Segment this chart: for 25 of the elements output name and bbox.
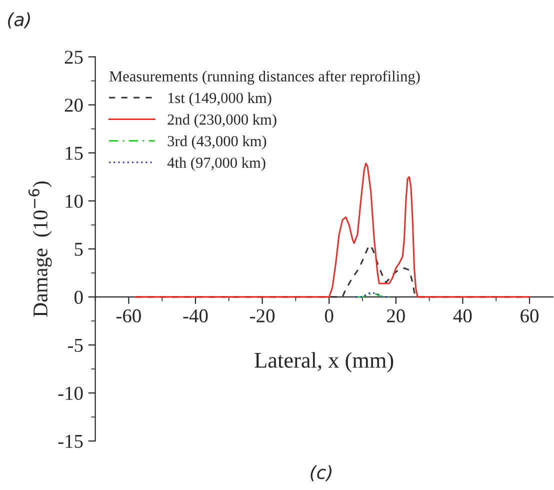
x-tick-label: -40	[183, 309, 208, 322]
legend-title: Measurements (running distances after reprofiling)	[109, 70, 420, 85]
x-tick-label: -20	[250, 309, 275, 322]
x-tick-label: 40	[453, 309, 472, 322]
y-tick-label: 20	[64, 98, 83, 112]
y-tick-label: 25	[64, 50, 83, 64]
x-tick-label: 60	[520, 309, 538, 322]
legend-label: 1st (149,000 km)	[168, 92, 272, 106]
y-tick-label: 10	[66, 194, 83, 208]
y-tick-label: 15	[66, 146, 83, 160]
legend-label: 4th (97,000 km)	[167, 157, 266, 171]
text: (a)	[8, 12, 30, 28]
y-axis-title: Damage (10$^{−6}$)	[28, 181, 52, 317]
legend-label: 2nd (230,000 km)	[168, 114, 276, 128]
y-tick-label: 5	[74, 242, 83, 256]
y-tick-label: -5	[68, 338, 83, 352]
x-axis-title: Lateral, x (mm)	[254, 352, 394, 372]
x-tick-label: -60	[116, 309, 141, 322]
y-tick-label: 0	[74, 290, 83, 304]
legend-label: 3rd (43,000 km)	[168, 136, 266, 150]
y-tick-label: -15	[58, 434, 83, 448]
text: (c)	[310, 465, 332, 482]
x-tick-label: 20	[387, 309, 405, 322]
y-tick-label: -10	[58, 386, 83, 400]
x-tick-label: 0	[324, 309, 334, 322]
